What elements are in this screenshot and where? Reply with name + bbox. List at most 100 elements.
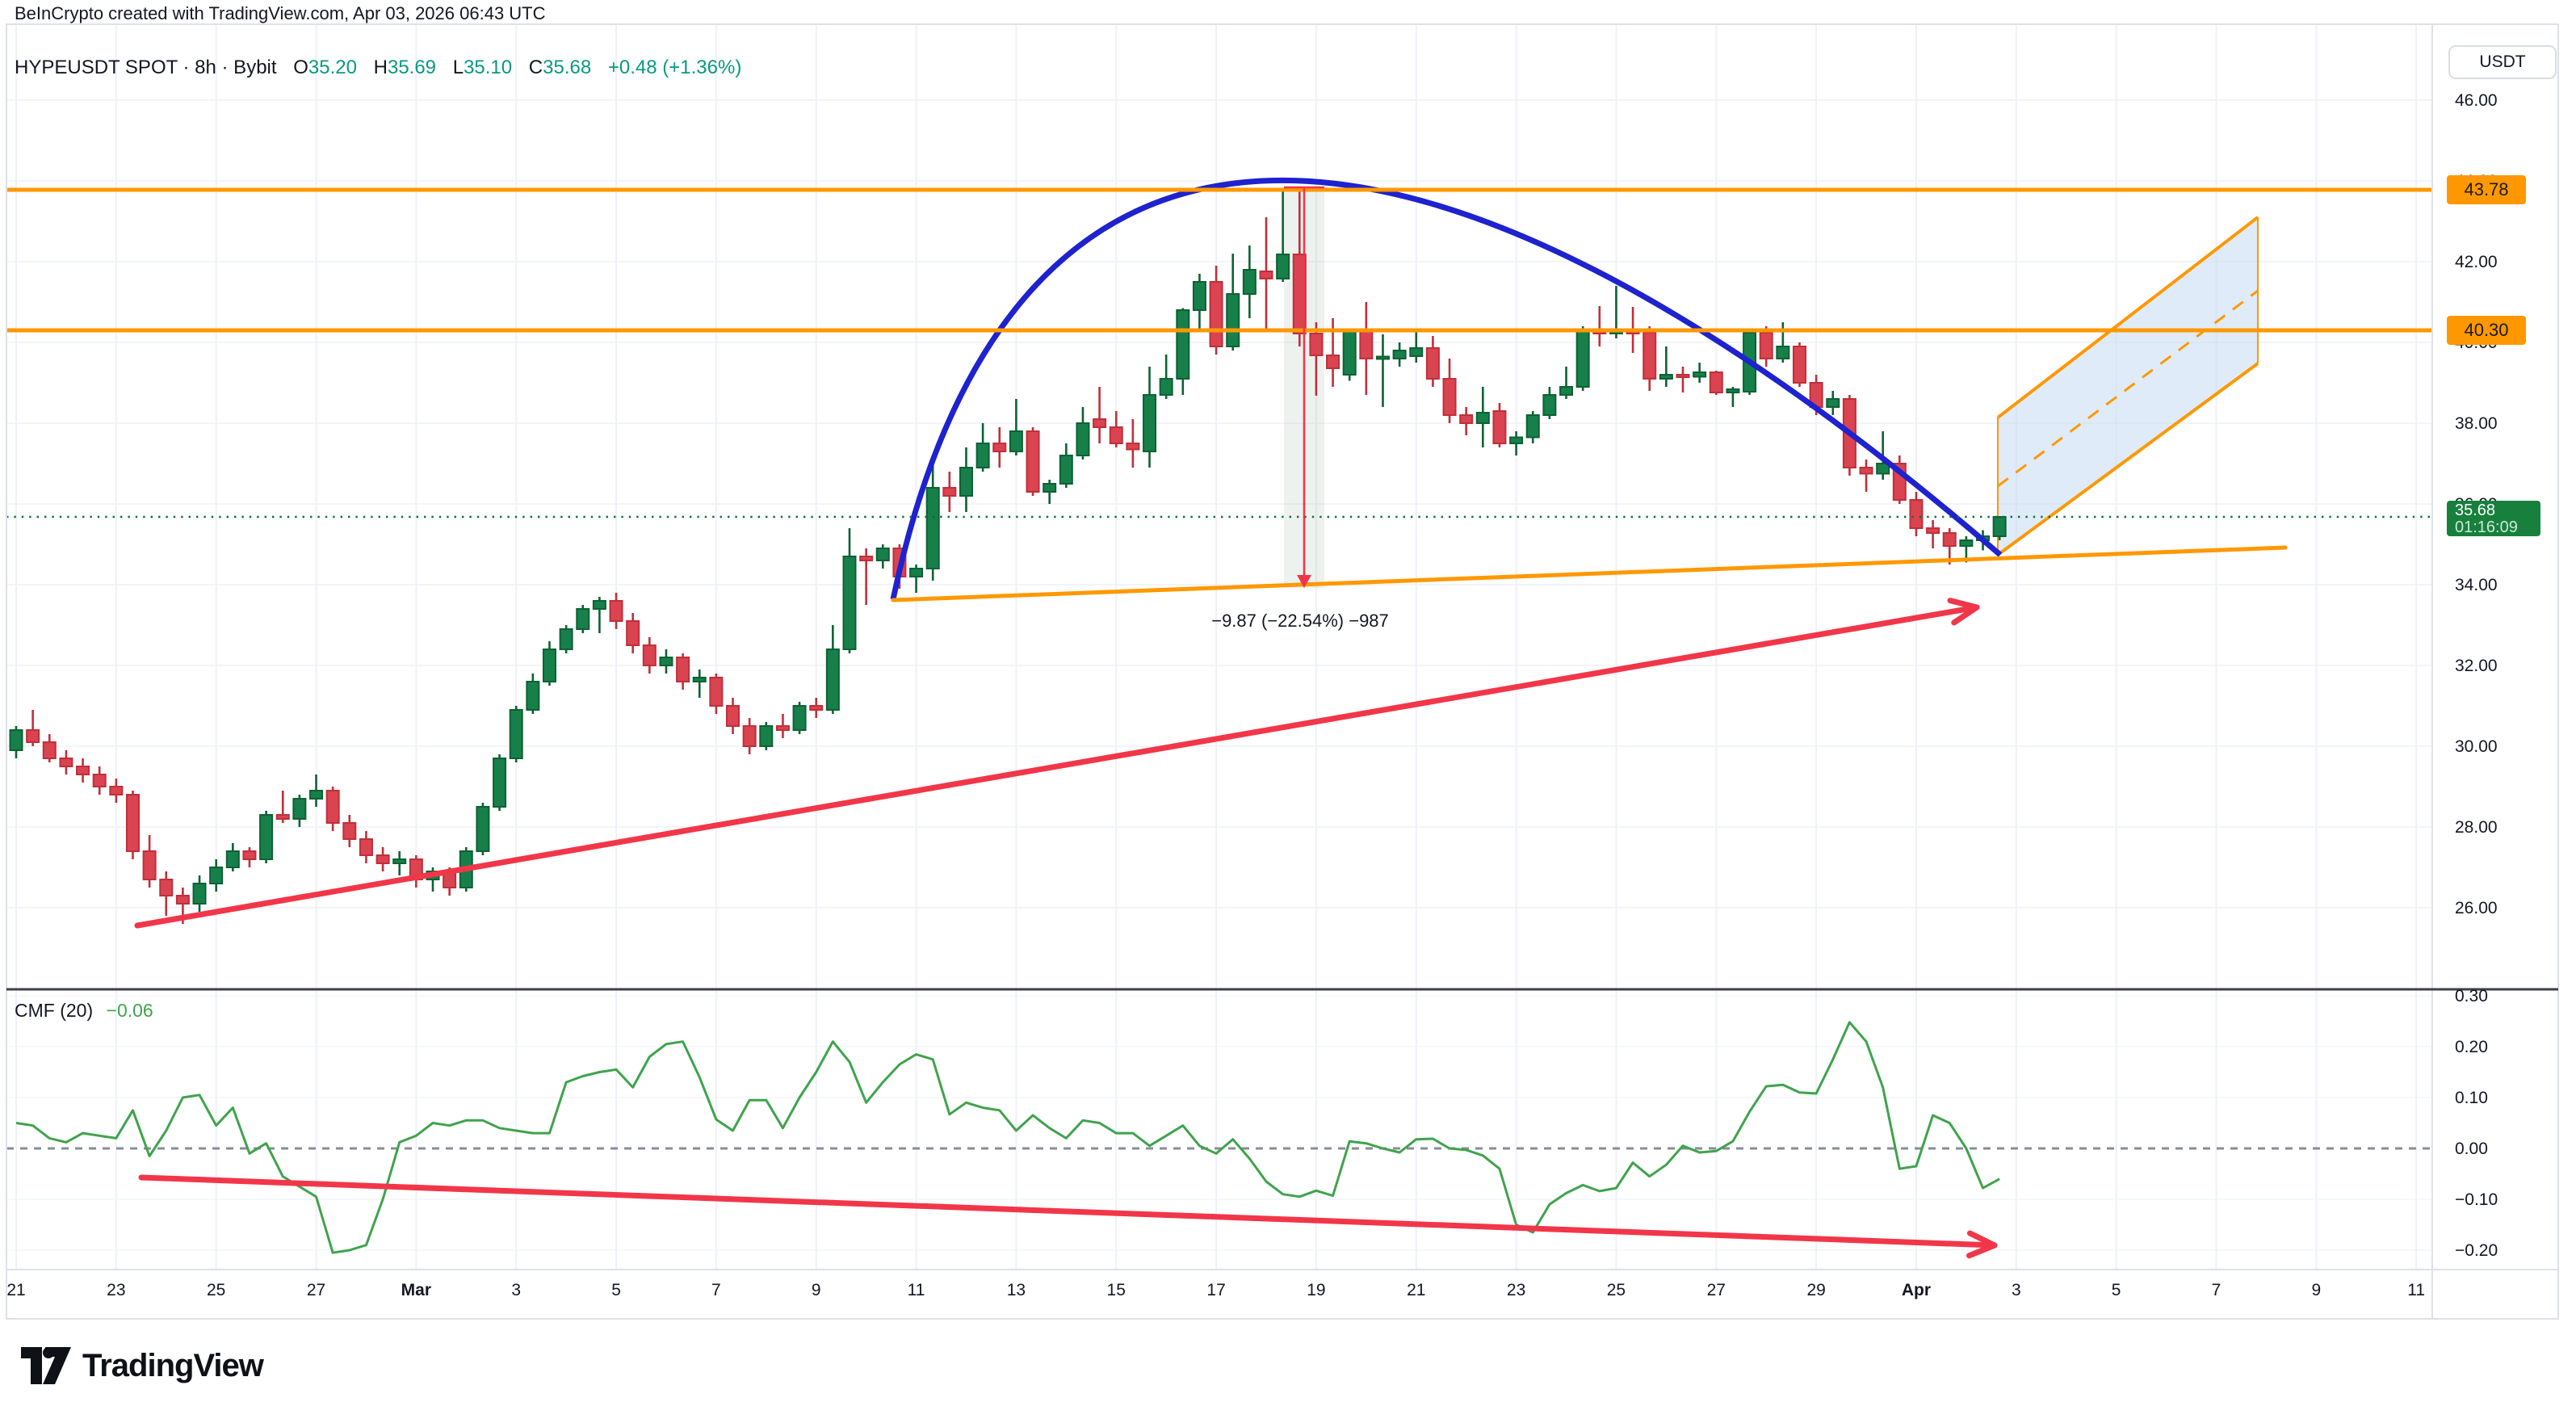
candle-49[interactable] — [825, 625, 840, 714]
resistance-price-label[interactable]: 43.78 — [2447, 175, 2526, 204]
support-price-label[interactable]: 40.30 — [2447, 316, 2526, 345]
candle-89[interactable] — [1492, 403, 1507, 447]
candle-13[interactable] — [225, 843, 240, 871]
candle-93[interactable] — [1559, 367, 1574, 399]
candle-50[interactable] — [842, 528, 857, 653]
candle-47[interactable] — [792, 702, 807, 734]
candle-83[interactable] — [1392, 342, 1407, 367]
candle-7[interactable] — [125, 791, 140, 859]
candle-64[interactable] — [1076, 407, 1090, 460]
candle-69[interactable] — [1159, 355, 1173, 399]
candle-52[interactable] — [875, 544, 890, 569]
candle-36[interactable] — [609, 593, 623, 629]
candle-42[interactable] — [709, 674, 724, 714]
candle-58[interactable] — [975, 423, 990, 472]
projection-channel[interactable] — [1996, 216, 2259, 556]
tradingview-logo[interactable]: TradingView — [21, 1347, 264, 1384]
candle-46[interactable] — [775, 714, 790, 738]
candle-60[interactable] — [1009, 399, 1023, 455]
candle-115[interactable] — [1926, 520, 1940, 548]
candle-105[interactable] — [1759, 326, 1773, 367]
candle-32[interactable] — [542, 641, 556, 686]
candle-107[interactable] — [1792, 342, 1806, 387]
candle-16[interactable] — [275, 791, 290, 823]
candle-28[interactable] — [476, 803, 490, 855]
candle-5[interactable] — [92, 766, 107, 795]
candle-19[interactable] — [325, 787, 340, 831]
candle-76[interactable] — [1276, 190, 1290, 282]
candle-101[interactable] — [1693, 363, 1707, 383]
candle-40[interactable] — [676, 653, 690, 690]
last-price-label[interactable]: 35.68 01:16:09 — [2447, 501, 2540, 536]
candle-56[interactable] — [942, 472, 957, 512]
candle-18[interactable] — [309, 774, 324, 807]
candle-87[interactable] — [1459, 407, 1474, 435]
symbol-info-row[interactable]: HYPEUSDT SPOT · 8h · Bybit O35.20 H35.69… — [15, 57, 741, 79]
candle-6[interactable] — [109, 779, 124, 803]
candle-54[interactable] — [909, 565, 924, 593]
candle-66[interactable] — [1109, 411, 1123, 447]
candle-45[interactable] — [759, 722, 774, 750]
candle-11[interactable] — [192, 875, 207, 912]
candle-70[interactable] — [1176, 308, 1190, 396]
candle-91[interactable] — [1525, 411, 1540, 443]
candle-35[interactable] — [592, 597, 606, 633]
candle-84[interactable] — [1409, 330, 1424, 363]
candle-81[interactable] — [1359, 302, 1374, 395]
candle-34[interactable] — [576, 605, 590, 633]
candle-74[interactable] — [1242, 246, 1257, 318]
red-descending-cmf-arrow[interactable] — [138, 1174, 1998, 1259]
candle-8[interactable] — [142, 835, 157, 888]
candle-72[interactable] — [1209, 266, 1223, 355]
candle-59[interactable] — [992, 427, 1007, 468]
candle-88[interactable] — [1475, 387, 1490, 447]
candle-67[interactable] — [1126, 419, 1140, 468]
candle-109[interactable] — [1826, 391, 1840, 415]
candle-99[interactable] — [1659, 346, 1673, 387]
candle-61[interactable] — [1026, 427, 1040, 496]
candle-2[interactable] — [42, 734, 57, 762]
candle-106[interactable] — [1776, 322, 1790, 363]
candle-30[interactable] — [509, 706, 523, 762]
candle-75[interactable] — [1259, 217, 1273, 330]
candle-15[interactable] — [259, 811, 274, 863]
candles-layer[interactable] — [9, 190, 2007, 924]
candle-20[interactable] — [342, 815, 357, 847]
candle-119[interactable] — [1992, 516, 2007, 541]
candle-31[interactable] — [526, 674, 540, 714]
candle-62[interactable] — [1043, 480, 1057, 504]
rounded-top-arc[interactable] — [890, 177, 2003, 600]
candle-82[interactable] — [1375, 334, 1390, 407]
candle-12[interactable] — [209, 859, 224, 892]
candle-37[interactable] — [626, 613, 640, 653]
indicator-legend[interactable]: CMF (20) −0.06 — [15, 1000, 153, 1022]
red-ascending-trendline-arrow[interactable] — [134, 598, 1980, 929]
candle-43[interactable] — [726, 698, 740, 734]
candle-108[interactable] — [1809, 375, 1823, 415]
candle-17[interactable] — [292, 795, 307, 827]
measure-arrow[interactable] — [1284, 186, 1324, 588]
candle-65[interactable] — [1093, 387, 1107, 443]
candle-86[interactable] — [1442, 359, 1457, 423]
candle-100[interactable] — [1676, 367, 1690, 392]
candle-85[interactable] — [1425, 336, 1440, 387]
candle-4[interactable] — [76, 758, 90, 783]
currency-toggle-button[interactable]: USDT — [2448, 45, 2557, 79]
candle-22[interactable] — [375, 847, 390, 871]
candle-24[interactable] — [409, 855, 423, 888]
candle-95[interactable] — [1592, 306, 1607, 346]
candle-98[interactable] — [1643, 326, 1657, 391]
candle-57[interactable] — [959, 447, 973, 512]
candle-38[interactable] — [642, 637, 657, 674]
candle-14[interactable] — [242, 847, 257, 867]
candle-33[interactable] — [559, 625, 573, 653]
candle-114[interactable] — [1909, 492, 1924, 536]
candle-77[interactable] — [1292, 190, 1307, 346]
candle-21[interactable] — [359, 831, 373, 863]
candle-92[interactable] — [1542, 387, 1557, 419]
candle-41[interactable] — [692, 670, 707, 698]
candle-111[interactable] — [1859, 460, 1873, 492]
candle-102[interactable] — [1709, 371, 1723, 395]
candle-78[interactable] — [1309, 322, 1324, 396]
